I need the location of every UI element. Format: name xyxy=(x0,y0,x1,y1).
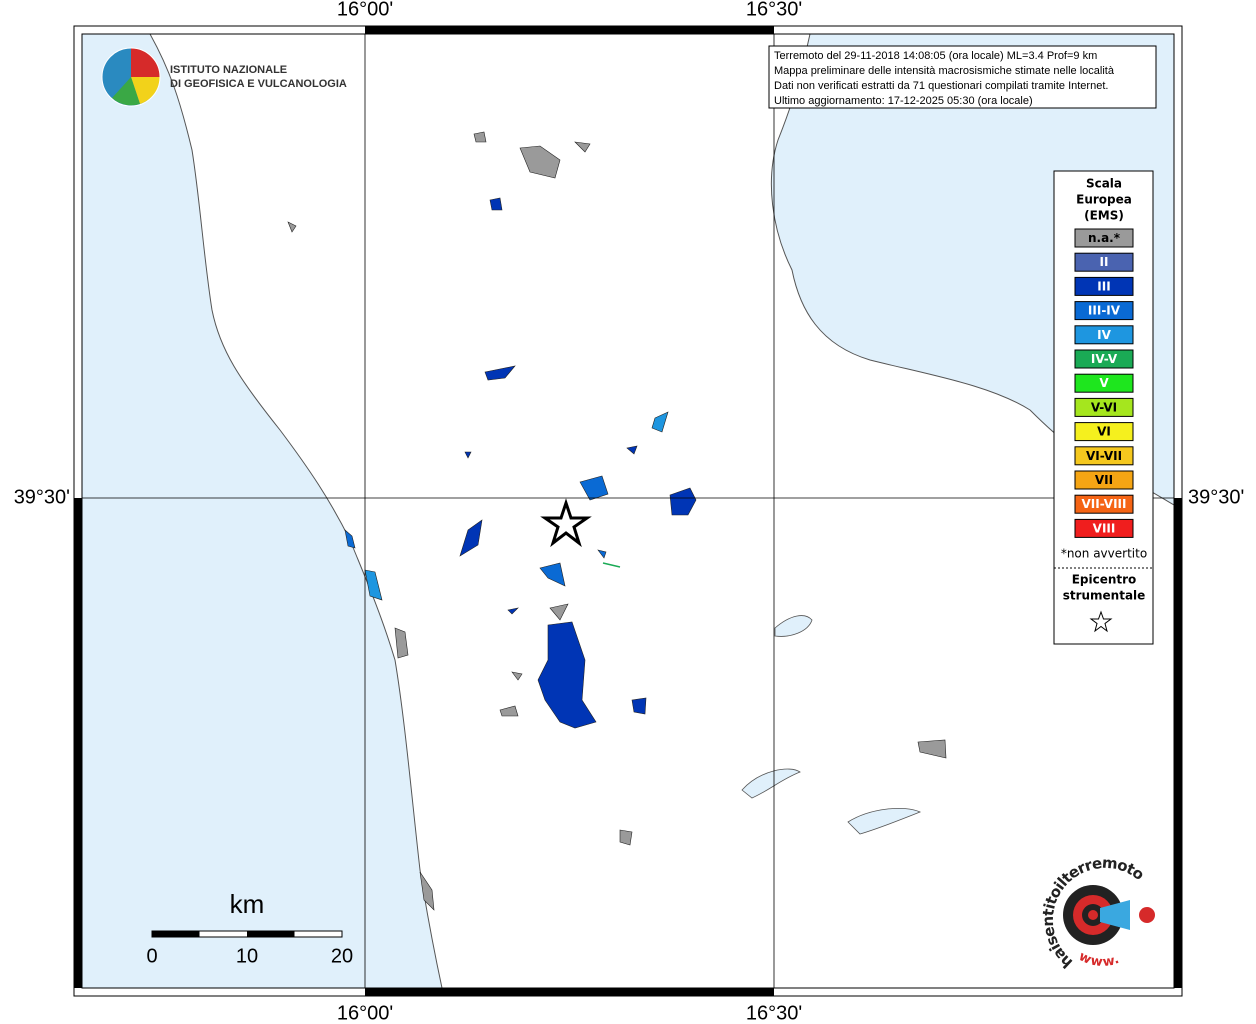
lon-label: 16°00' xyxy=(337,1002,393,1024)
legend-label: II xyxy=(1100,255,1109,269)
info-line: Terremoto del 29-11-2018 14:08:05 (ora l… xyxy=(774,50,1097,62)
lakes xyxy=(741,615,922,835)
legend-note: *non avvertito xyxy=(1061,547,1147,561)
ingv-logo: ISTITUTO NAZIONALE DI GEOFISICA E VULCAN… xyxy=(101,47,347,107)
scale-label: 20 xyxy=(331,945,353,967)
legend-swatch xyxy=(1074,494,1134,514)
legend-label: VIII xyxy=(1093,521,1116,535)
legend-title: Europea xyxy=(1076,193,1132,207)
scale-unit: km xyxy=(230,889,265,919)
legend-swatch xyxy=(1074,325,1134,345)
epicenter xyxy=(540,498,592,548)
legend-title: (EMS) xyxy=(1084,209,1124,223)
frame xyxy=(73,25,1183,997)
legend-epicenter: Epicentro xyxy=(1072,573,1137,587)
lat-label: 39°30' xyxy=(1188,486,1244,508)
legend-label: IV-V xyxy=(1091,352,1118,366)
legend-label: V xyxy=(1099,376,1109,390)
legend-swatch xyxy=(1074,349,1134,369)
legend-swatch xyxy=(1074,470,1134,490)
scale-label: 10 xyxy=(236,945,258,967)
legend-label: VI xyxy=(1097,425,1111,439)
legend-label: VI-VII xyxy=(1086,449,1122,463)
info-box: Terremoto del 29-11-2018 14:08:05 (ora l… xyxy=(768,45,1157,109)
legend-swatch xyxy=(1074,301,1134,321)
legend-title: Scala xyxy=(1086,177,1122,191)
legend-swatch xyxy=(1074,373,1134,393)
scale-label: 0 xyxy=(146,945,157,967)
legend-epicenter: strumentale xyxy=(1063,589,1146,603)
lon-label: 16°00' xyxy=(337,0,393,20)
legend-swatch xyxy=(1074,252,1134,272)
legend-swatch xyxy=(1074,446,1134,466)
badge-www: www. xyxy=(1077,949,1121,970)
intensity-areas xyxy=(287,131,947,911)
legend-label: n.a.* xyxy=(1088,231,1121,245)
legend-swatch xyxy=(1074,276,1134,296)
lon-label: 16°30' xyxy=(746,1002,802,1024)
lat-label: 39°30' xyxy=(14,486,70,508)
info-line: Ultimo aggiornamento: 17-12-2025 05:30 (… xyxy=(774,95,1033,107)
legend-swatch xyxy=(1074,397,1134,417)
legend-label: III xyxy=(1097,279,1110,293)
badge-www-path: www. xyxy=(1077,949,1121,970)
legend-label: VII xyxy=(1095,473,1113,487)
legend: Scala Europea (EMS) *non avvertito Epice… xyxy=(1053,170,1154,645)
legend-swatch xyxy=(1074,518,1134,538)
legend-label: IV xyxy=(1097,328,1111,342)
lon-label: 16°30' xyxy=(746,0,802,20)
legend-swatch xyxy=(1074,422,1134,442)
info-line: Dati non verificati estratti da 71 quest… xyxy=(774,80,1108,92)
sea-west xyxy=(81,33,443,989)
legend-label: III-IV xyxy=(1088,304,1121,318)
logo-text: ISTITUTO NAZIONALE xyxy=(170,64,287,76)
scale-bar: km 0 10 20 xyxy=(146,889,353,967)
info-line: Mappa preliminare delle intensità macros… xyxy=(774,65,1115,77)
legend-label: VII-VIII xyxy=(1081,497,1126,511)
logo-text: DI GEOFISICA E VULCANOLOGIA xyxy=(170,78,347,90)
legend-swatch xyxy=(1074,228,1134,248)
legend-label: V-VI xyxy=(1091,400,1117,414)
